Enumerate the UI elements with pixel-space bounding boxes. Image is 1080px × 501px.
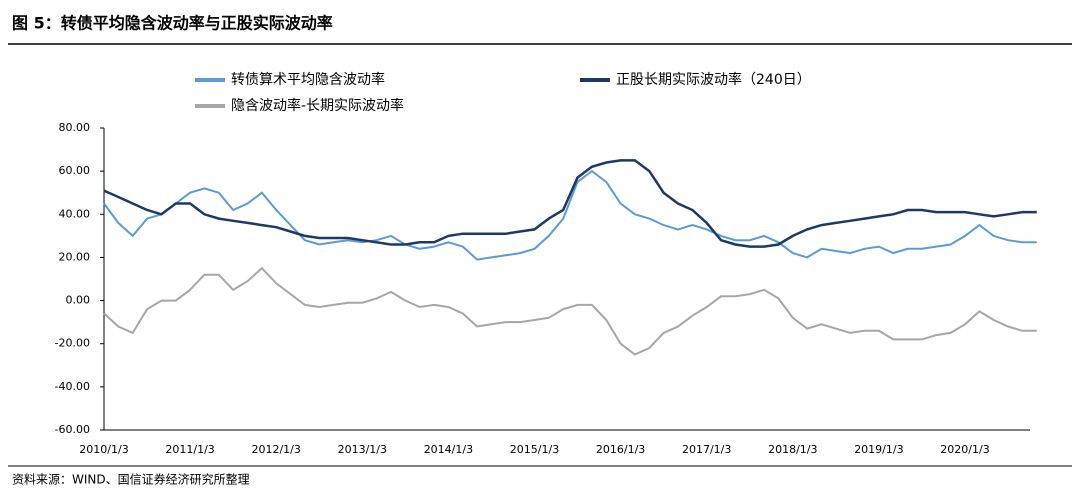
x-tick-label: 2017/1/3 [682, 443, 731, 456]
series-line [103, 169, 1037, 261]
legend-label: 正股长期实际波动率（240日） [616, 71, 811, 88]
x-tick-label: 2014/1/3 [424, 443, 473, 456]
chart-title: 图 5：转债平均隐含波动率与正股实际波动率 [12, 14, 333, 33]
source: 资料来源：WIND、国信证券经济研究所整理 [12, 472, 250, 487]
y-tick-label: 0.00 [66, 294, 91, 307]
legend-label: 隐含波动率-长期实际波动率 [231, 97, 404, 114]
y-tick-label: -20.00 [55, 337, 90, 350]
x-tick-label: 2011/1/3 [165, 443, 214, 456]
x-tick-label: 2019/1/3 [854, 443, 903, 456]
y-tick-label: -40.00 [55, 380, 90, 393]
y-tick-label: -60.00 [55, 423, 90, 436]
x-tick-label: 2018/1/3 [768, 443, 817, 456]
x-tick-label: 2012/1/3 [251, 443, 300, 456]
y-tick-label: 60.00 [59, 164, 91, 177]
series-line [103, 266, 1037, 356]
legend-label: 转债算术平均隐含波动率 [231, 71, 385, 88]
y-tick-label: 20.00 [59, 250, 91, 263]
x-tick-label: 2010/1/3 [79, 443, 128, 456]
x-tick-label: 2020/1/3 [940, 443, 989, 456]
x-tick-label: 2015/1/3 [510, 443, 559, 456]
y-tick-label: 80.00 [59, 121, 91, 134]
x-tick-label: 2013/1/3 [338, 443, 387, 456]
x-tick-label: 2016/1/3 [596, 443, 645, 456]
y-tick-label: 40.00 [59, 207, 91, 220]
series-line [103, 159, 1037, 248]
